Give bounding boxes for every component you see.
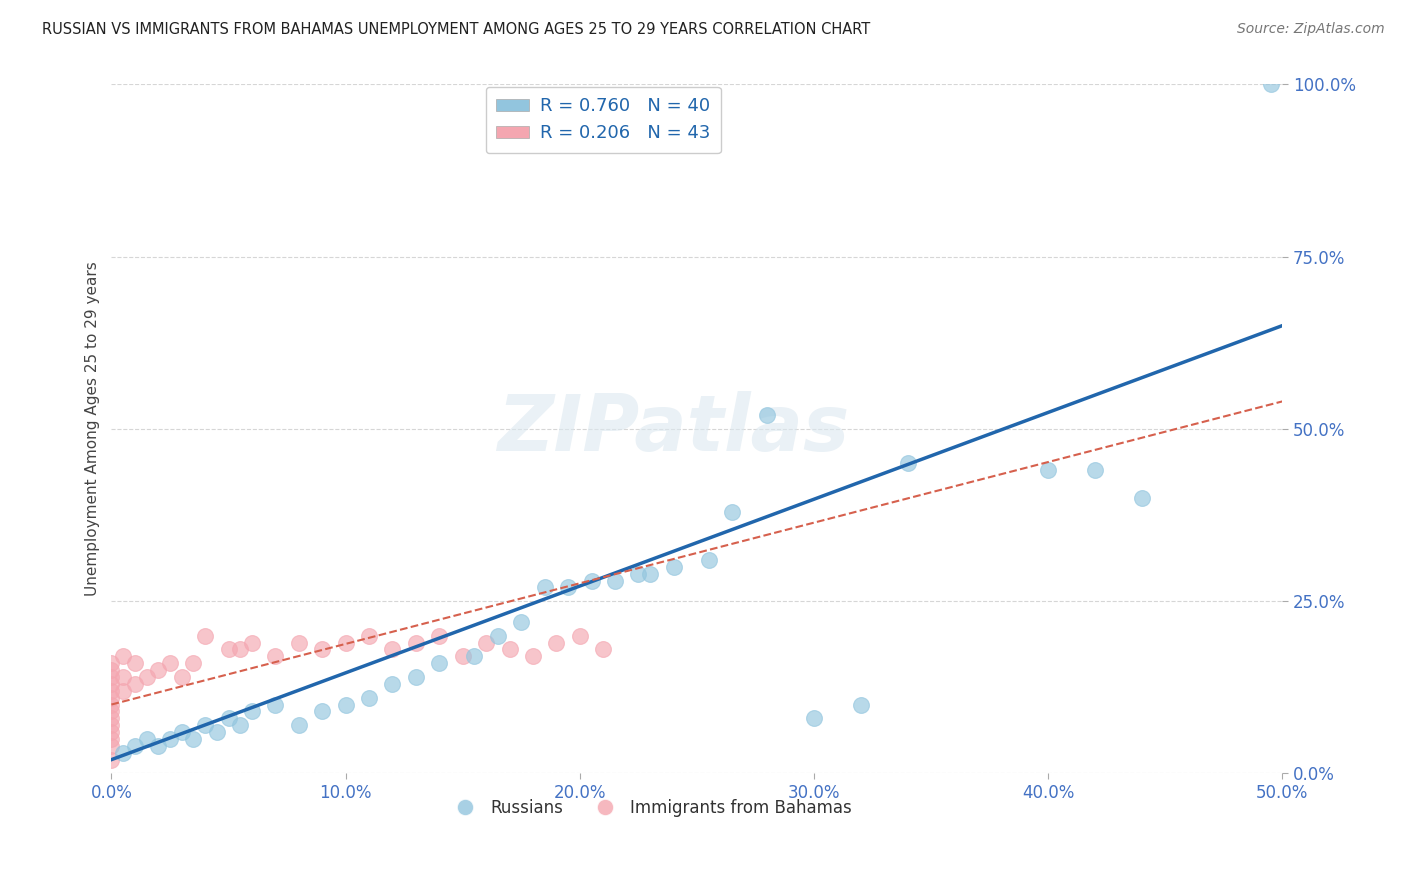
- Point: [135, 670, 157, 684]
- Point: [100, 718, 122, 732]
- Point: [100, 711, 122, 725]
- Point: [498, 642, 520, 657]
- Point: [100, 753, 122, 767]
- Point: [205, 725, 228, 739]
- Point: [100, 677, 122, 691]
- Point: [112, 670, 135, 684]
- Point: [124, 677, 146, 691]
- Point: [100, 698, 122, 712]
- Point: [229, 642, 252, 657]
- Point: [627, 566, 650, 581]
- Point: [803, 711, 825, 725]
- Point: [124, 739, 146, 753]
- Point: [475, 635, 498, 649]
- Point: [218, 642, 240, 657]
- Point: [264, 698, 287, 712]
- Point: [112, 746, 135, 760]
- Point: [264, 649, 287, 664]
- Point: [568, 629, 591, 643]
- Legend: Russians, Immigrants from Bahamas: Russians, Immigrants from Bahamas: [441, 792, 858, 823]
- Point: [581, 574, 603, 588]
- Point: [335, 698, 357, 712]
- Point: [721, 505, 744, 519]
- Point: [311, 705, 333, 719]
- Point: [183, 731, 205, 746]
- Point: [522, 649, 544, 664]
- Text: ZIPatlas: ZIPatlas: [498, 391, 849, 467]
- Point: [229, 718, 252, 732]
- Point: [592, 642, 614, 657]
- Point: [112, 683, 135, 698]
- Point: [287, 718, 309, 732]
- Point: [381, 677, 404, 691]
- Point: [100, 705, 122, 719]
- Point: [148, 663, 170, 677]
- Point: [849, 698, 872, 712]
- Point: [463, 649, 485, 664]
- Point: [335, 635, 357, 649]
- Point: [100, 690, 122, 705]
- Point: [194, 629, 217, 643]
- Point: [218, 711, 240, 725]
- Point: [170, 725, 193, 739]
- Point: [451, 649, 474, 664]
- Point: [546, 635, 568, 649]
- Point: [100, 725, 122, 739]
- Point: [405, 670, 427, 684]
- Point: [124, 656, 146, 670]
- Point: [194, 718, 217, 732]
- Point: [638, 566, 661, 581]
- Point: [170, 670, 193, 684]
- Point: [1084, 463, 1107, 477]
- Point: [100, 739, 122, 753]
- Point: [357, 629, 380, 643]
- Point: [533, 581, 555, 595]
- Point: [697, 553, 720, 567]
- Point: [427, 629, 450, 643]
- Point: [1260, 78, 1282, 92]
- Point: [381, 642, 404, 657]
- Point: [240, 705, 263, 719]
- Point: [159, 656, 181, 670]
- Point: [311, 642, 333, 657]
- Point: [135, 731, 157, 746]
- Point: [159, 731, 181, 746]
- Point: [240, 635, 263, 649]
- Point: [100, 683, 122, 698]
- Point: [287, 635, 309, 649]
- Text: RUSSIAN VS IMMIGRANTS FROM BAHAMAS UNEMPLOYMENT AMONG AGES 25 TO 29 YEARS CORREL: RUSSIAN VS IMMIGRANTS FROM BAHAMAS UNEMP…: [42, 22, 870, 37]
- Text: Source: ZipAtlas.com: Source: ZipAtlas.com: [1237, 22, 1385, 37]
- Point: [603, 574, 626, 588]
- Point: [756, 408, 779, 422]
- Point: [100, 663, 122, 677]
- Point: [112, 649, 135, 664]
- Point: [405, 635, 427, 649]
- Point: [100, 656, 122, 670]
- Point: [100, 731, 122, 746]
- Point: [486, 629, 509, 643]
- Point: [557, 581, 579, 595]
- Point: [1130, 491, 1153, 505]
- Point: [357, 690, 380, 705]
- Point: [148, 739, 170, 753]
- Point: [100, 670, 122, 684]
- Point: [427, 656, 450, 670]
- Point: [510, 615, 533, 629]
- Point: [1038, 463, 1060, 477]
- Point: [662, 559, 685, 574]
- Y-axis label: Unemployment Among Ages 25 to 29 years: Unemployment Among Ages 25 to 29 years: [86, 261, 100, 597]
- Point: [183, 656, 205, 670]
- Point: [897, 456, 920, 470]
